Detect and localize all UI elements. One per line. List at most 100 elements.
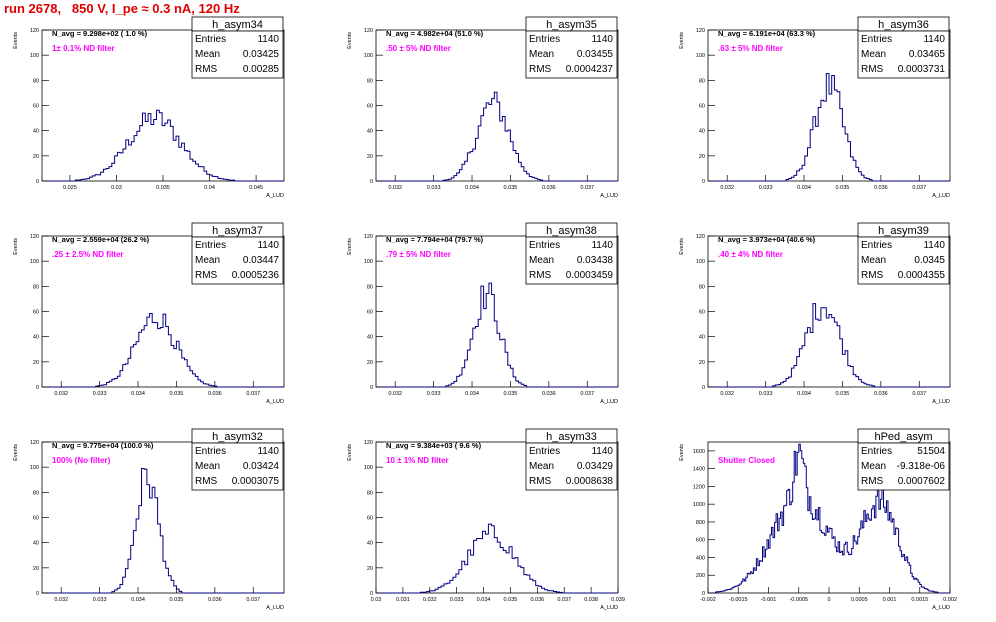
x-tick-label: 0.032	[388, 185, 402, 191]
x-tick-label: 0.034	[797, 391, 811, 397]
stats-value: 0.03425	[243, 49, 280, 60]
histogram-line	[42, 468, 284, 594]
x-tick-label: 0.034	[465, 185, 479, 191]
stats-value: 1140	[591, 240, 613, 251]
x-axis-label: A_LUD	[266, 193, 284, 199]
x-tick-label: 0.035	[504, 597, 518, 603]
y-tick-label: 60	[699, 310, 705, 316]
histogram-line	[708, 443, 950, 594]
y-tick-label: 80	[33, 78, 39, 84]
y-tick-label: 20	[33, 566, 39, 572]
x-tick-label: 0.037	[246, 597, 260, 603]
y-tick-label: 20	[699, 154, 705, 160]
y-tick-label: 120	[696, 234, 705, 240]
y-axis-label: Events	[679, 444, 685, 461]
navg-label: N_avg = 9.384e+03 ( 9.6 %)	[386, 441, 482, 450]
y-tick-label: 20	[367, 154, 373, 160]
histogram-panel-h_asym33: 0 20 40 60 80 100 120 0.03 0.031 0.032 0.033 0.034 0…	[347, 428, 625, 611]
stats-label: Mean	[861, 49, 886, 60]
filter-note: 1± 0.1% ND filter	[52, 44, 115, 53]
stats-value: 0.0007602	[898, 476, 946, 487]
run-title: run 2678, 850 V, I_pe ≈ 0.3 nA, 120 Hz	[4, 1, 240, 16]
histogram-panel-h_asym34: 0 20 40 60 80 100 120 0.025 0.03 0.035 0.04 0.045 Ev…	[13, 16, 285, 199]
y-tick-label: 0	[370, 385, 373, 391]
x-tick-label: 0.025	[63, 185, 77, 191]
stats-label: Entries	[529, 34, 560, 45]
x-tick-label: 0.033	[759, 391, 773, 397]
x-tick-label: 0.038	[584, 597, 598, 603]
x-tick-label: 0.032	[720, 391, 734, 397]
stats-label: Mean	[529, 49, 554, 60]
histogram-panel-h_asym36: 0 20 40 60 80 100 120 0.032 0.033 0.034 0.035 0.036…	[679, 16, 951, 199]
y-axis-label: Events	[13, 32, 19, 49]
navg-label: N_avg = 9.298e+02 ( 1.0 %)	[52, 29, 148, 38]
histogram-line	[42, 313, 284, 388]
y-tick-label: 80	[367, 284, 373, 290]
x-tick-label: 0.032	[54, 391, 68, 397]
y-tick-label: 100	[364, 465, 373, 471]
y-tick-label: 0	[36, 179, 39, 185]
stats-value: 1140	[257, 34, 279, 45]
x-tick-label: 0.032	[720, 185, 734, 191]
filter-note: 100% (No filter)	[52, 456, 111, 465]
stats-label: Entries	[861, 240, 892, 251]
y-tick-label: 60	[33, 310, 39, 316]
stats-value: 1140	[591, 446, 613, 457]
x-tick-label: 0.032	[423, 597, 437, 603]
filter-note: .79 ± 5% ND filter	[386, 250, 451, 259]
histogram-name: h_asym34	[212, 19, 263, 31]
filter-note: .63 ± 5% ND filter	[718, 44, 783, 53]
stats-value: -9.318e-06	[897, 461, 946, 472]
y-tick-label: 120	[364, 234, 373, 240]
y-tick-label: 80	[367, 78, 373, 84]
y-tick-label: 120	[364, 440, 373, 446]
stats-box	[857, 30, 950, 79]
y-tick-label: 100	[30, 259, 39, 265]
y-tick-label: 80	[699, 284, 705, 290]
y-tick-label: 40	[699, 129, 705, 135]
y-axis-label: Events	[347, 32, 353, 49]
x-tick-label: 0.045	[249, 185, 263, 191]
x-tick-label: 0.036	[208, 391, 222, 397]
y-tick-label: 0	[36, 591, 39, 597]
y-tick-label: 20	[33, 154, 39, 160]
y-axis-label: Events	[347, 444, 353, 461]
stats-value: 0.0005236	[232, 270, 280, 281]
y-tick-label: 800	[696, 520, 705, 526]
stats-value: 0.0008638	[566, 476, 614, 487]
x-tick-label: 0.035	[156, 185, 170, 191]
histogram-line	[42, 109, 284, 182]
y-tick-label: 40	[699, 335, 705, 341]
y-tick-label: 60	[367, 310, 373, 316]
x-tick-label: 0.037	[912, 185, 926, 191]
filter-note: Shutter Closed	[718, 456, 775, 465]
histogram-panel-h_asym38: 0 20 40 60 80 100 120 0.032 0.033 0.034 0.035 0.036…	[347, 222, 619, 405]
stats-value: 1140	[257, 240, 279, 251]
y-axis-label: Events	[679, 32, 685, 49]
x-axis-label: A_LUD	[600, 399, 618, 405]
y-axis-label: Events	[347, 238, 353, 255]
x-axis-label: A_LUD	[932, 399, 950, 405]
x-tick-label: 0.034	[131, 597, 145, 603]
y-tick-label: 40	[33, 129, 39, 135]
y-tick-label: 40	[367, 335, 373, 341]
stats-value: 0.03429	[577, 461, 614, 472]
x-tick-label: 0.037	[912, 391, 926, 397]
stats-value: 0.0003075	[232, 476, 280, 487]
x-axis-label: A_LUD	[932, 193, 950, 199]
x-tick-label: 0.036	[530, 597, 544, 603]
y-tick-label: 40	[367, 541, 373, 547]
y-tick-label: 120	[30, 234, 39, 240]
y-tick-label: 100	[364, 53, 373, 59]
stats-value: 0.0004355	[898, 270, 946, 281]
y-tick-label: 200	[696, 573, 705, 579]
y-tick-label: 120	[30, 28, 39, 34]
navg-label: N_avg = 6.191e+04 (63.3 %)	[718, 29, 816, 38]
x-tick-label: -0.002	[700, 597, 716, 603]
stats-value: 0.0004237	[566, 64, 614, 75]
stats-box	[525, 30, 618, 79]
x-tick-label: 0.036	[874, 185, 888, 191]
x-tick-label: 0.035	[504, 391, 518, 397]
histogram-name: h_asym36	[878, 19, 929, 31]
